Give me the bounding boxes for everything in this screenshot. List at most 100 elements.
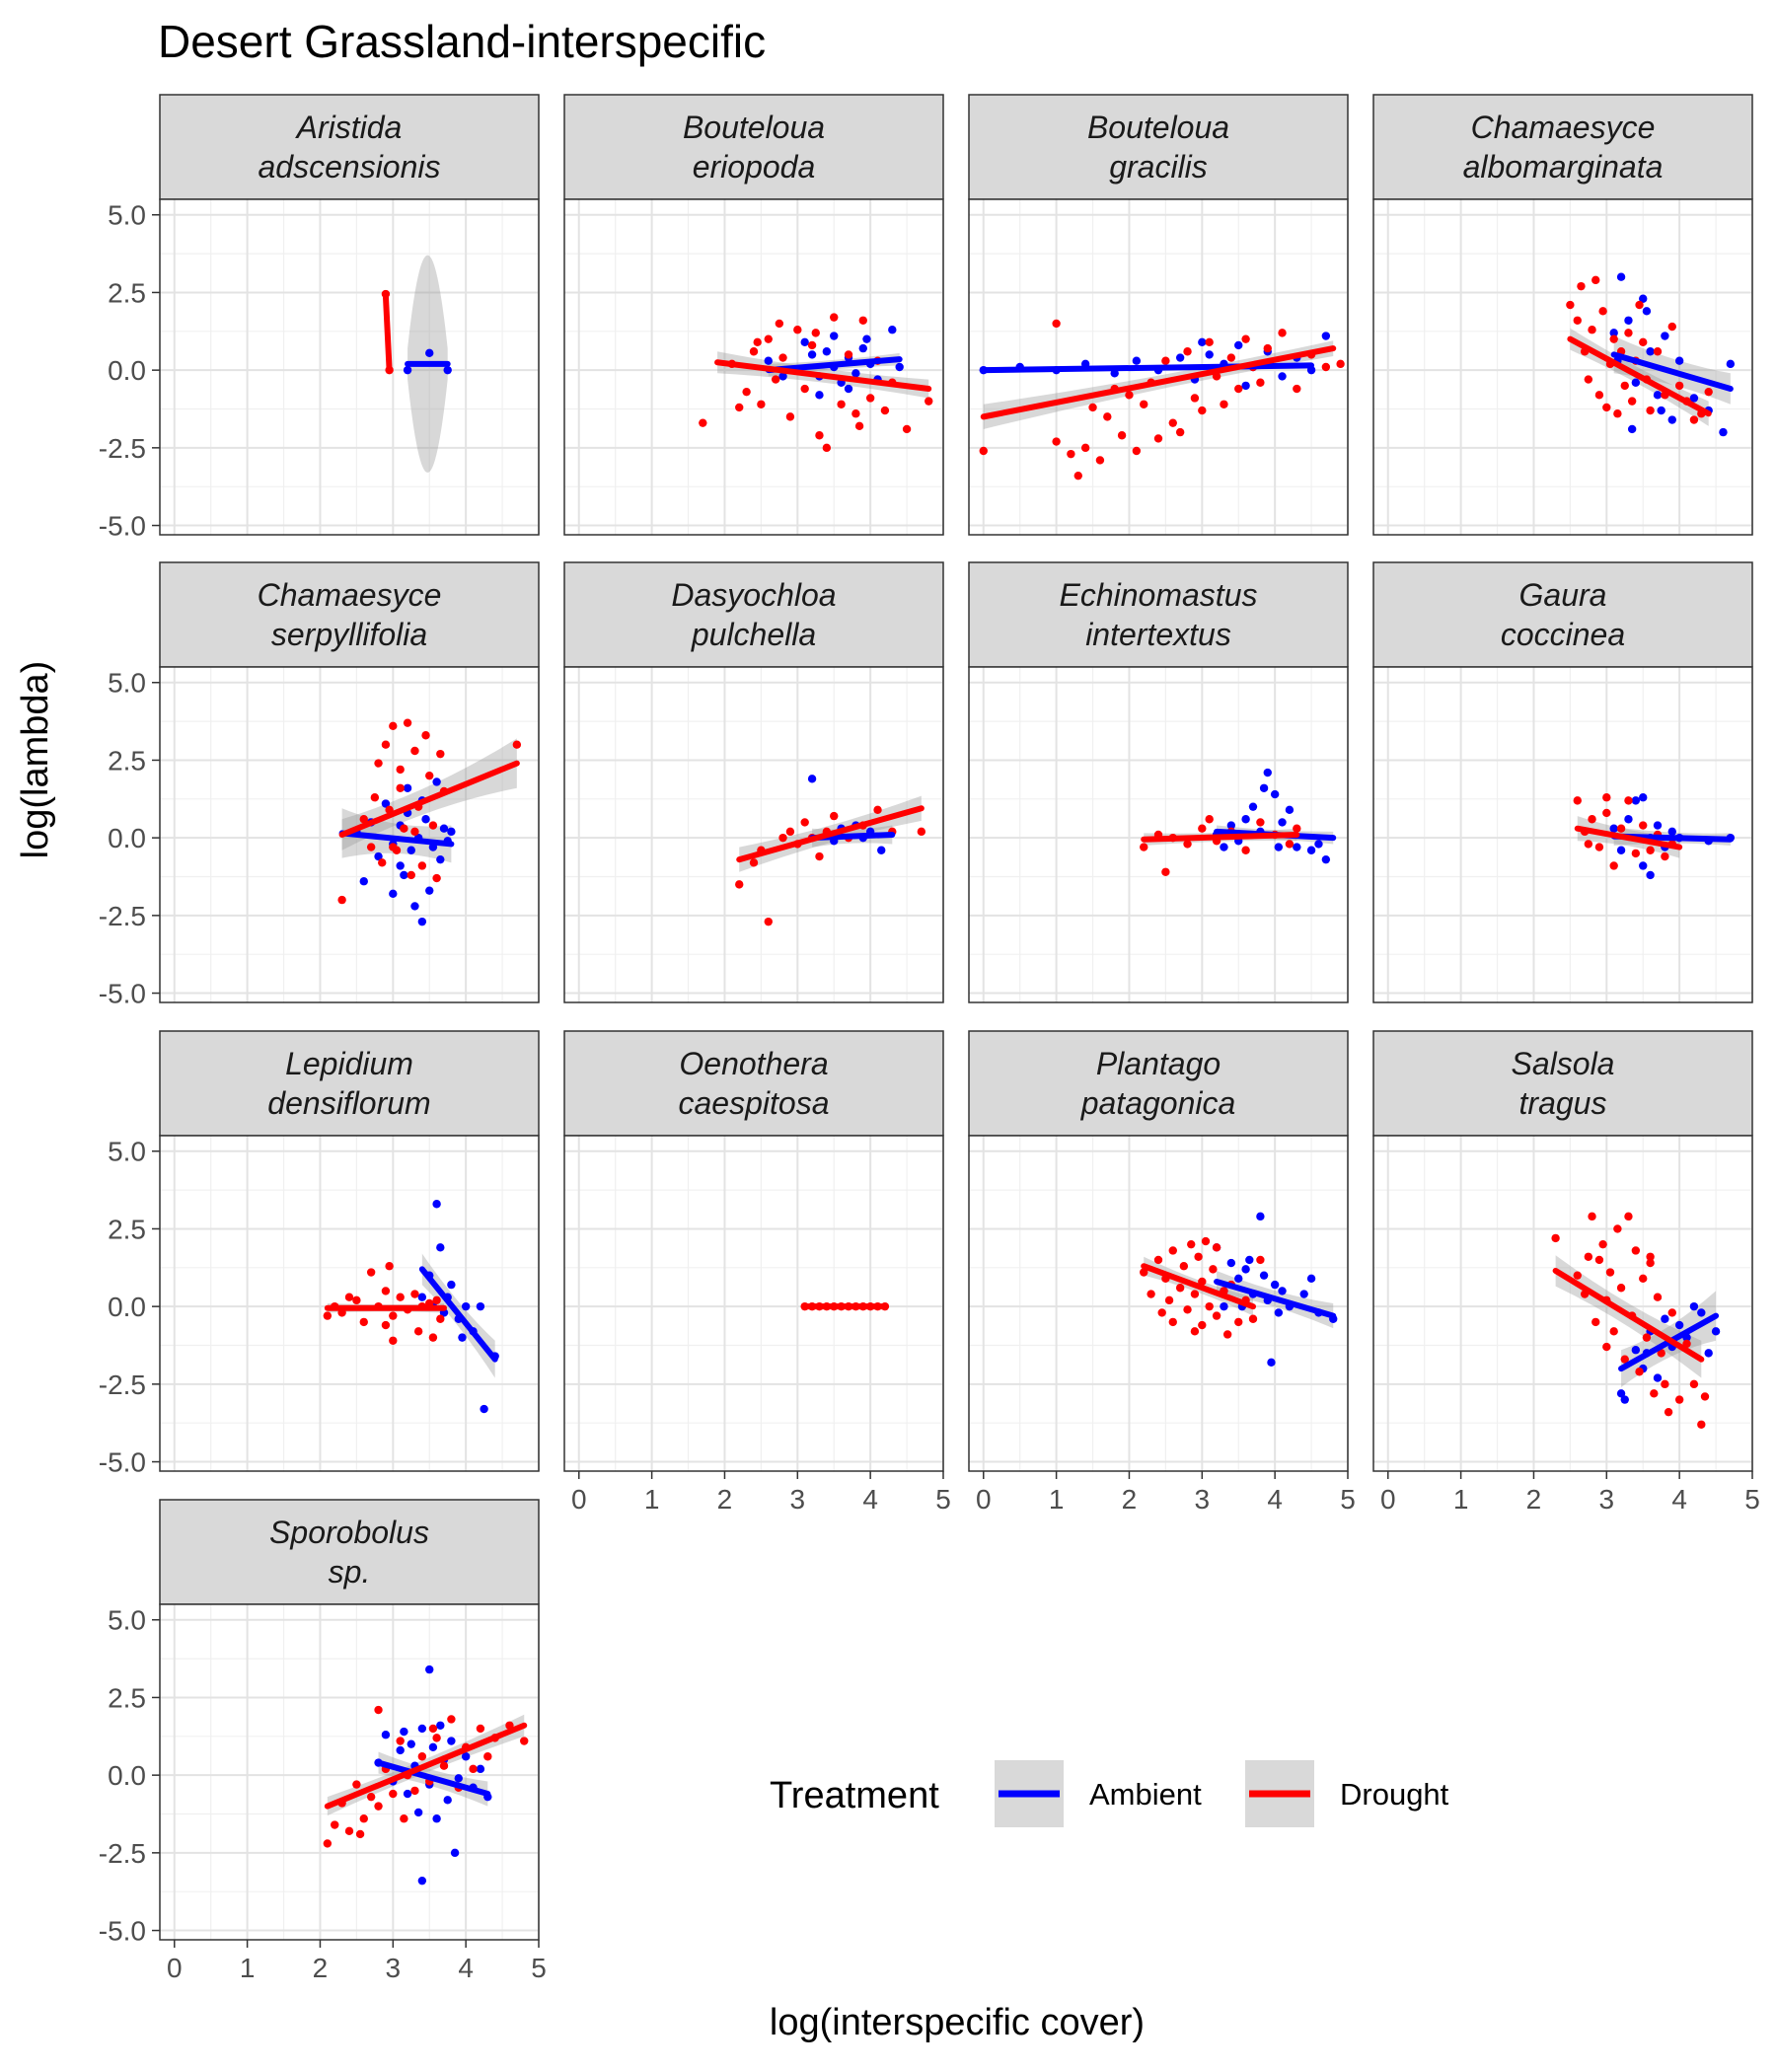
legend-key-ambient [995,1760,1064,1827]
data-point-ambient [1245,1255,1254,1265]
x-tick-label: 0 [571,1484,587,1515]
data-point-drought [1624,1212,1633,1221]
data-point-drought [385,1262,394,1271]
panel-plantago-patagonica: Plantago patagonica 0 1 2 3 4 5 [968,1030,1356,1515]
data-point-drought [764,334,773,343]
data-point-ambient [413,1808,423,1817]
data-point-drought [512,740,522,749]
data-point-ambient [454,1774,463,1783]
data-point-ambient [1314,840,1323,849]
data-point-drought [1187,1239,1196,1249]
data-point-drought [1198,1277,1207,1287]
panel-plot-area [800,1301,890,1311]
panel-border [563,666,944,1003]
data-point-drought [352,1780,361,1789]
data-point-drought [436,1314,445,1323]
panel-background [160,199,539,535]
data-point-drought [1573,1271,1582,1280]
data-point-ambient [1726,359,1736,369]
data-point-drought [1190,1290,1200,1298]
data-point-ambient [830,332,839,340]
panel-plot-area [979,319,1345,481]
data-point-drought [1588,1212,1596,1221]
data-point-drought [400,1814,408,1823]
data-point-drought [1179,1262,1189,1271]
fit-line-ambient [375,1759,491,1798]
data-point-drought [979,446,988,456]
data-point-drought [865,394,875,403]
y-tick-label: -5.0 [99,1916,146,1947]
panel-strip-label-line2: serpyllifolia [271,617,427,652]
data-point-drought [1285,840,1295,849]
x-tick-label: 5 [1744,1484,1760,1515]
data-point-drought [381,740,391,749]
data-point-ambient [1657,406,1665,415]
panel-border [1372,666,1753,1003]
x-tick-label: 5 [1340,1484,1356,1515]
panel-background [1373,667,1752,1002]
data-point-drought [436,749,445,759]
data-point-ambient [1616,846,1626,854]
data-point-drought [1594,1255,1604,1265]
fit-line-ambient [338,830,455,848]
data-point-drought [815,431,824,440]
y-tick-label: 2.5 [108,277,146,308]
data-point-ambient [432,1814,441,1823]
data-point-drought [1140,400,1148,408]
data-point-ambient [407,846,415,854]
panel-strip [968,561,1349,668]
data-point-drought [432,873,441,883]
panel-strip [563,561,944,668]
panel-sporobolus-sp: Sporobolus sp. -5.0 -2.5 0.0 2.5 5.0 0 1 2 3 4 5 [99,1499,547,1983]
x-axis-title: log(interspecific cover) [770,2002,1145,2043]
panel-strip-label-line2: intertextus [1085,617,1231,652]
data-point-drought [1209,1265,1218,1274]
data-point-drought [1689,415,1699,424]
panel-salsola-tragus: Salsola tragus 0 1 2 3 4 5 [1372,1030,1760,1515]
data-point-ambient [447,1280,456,1290]
legend-title: Treatment [770,1775,939,1816]
data-point-drought [1613,409,1622,418]
data-point-drought [1241,846,1250,854]
data-point-drought [432,1295,441,1305]
data-point-drought [355,1829,365,1839]
y-tick-label: 2.5 [108,1682,146,1713]
data-point-drought [476,1724,485,1734]
data-point-drought [366,843,376,851]
data-point-ambient [1653,821,1663,830]
data-point-drought [1697,1420,1706,1429]
data-point-drought [1635,300,1644,310]
data-point-ambient [895,362,904,372]
panel-border [968,198,1349,536]
data-point-ambient [403,365,412,375]
data-point-drought [428,1333,438,1342]
y-tick-label: -2.5 [99,901,146,931]
data-point-drought [793,326,802,334]
data-point-drought [1577,281,1586,291]
data-point-drought [425,771,434,780]
fit-line-drought [1141,1263,1256,1310]
data-point-ambient [1205,350,1214,359]
y-tick-label: 0.0 [108,1760,146,1791]
data-point-drought [902,424,912,434]
panel-strip-label-line1: Plantago [1096,1046,1221,1081]
data-point-ambient [1293,843,1301,851]
data-point-drought [1293,384,1301,394]
data-point-drought [1220,400,1228,408]
data-point-ambient [447,827,456,837]
panel-strip-label-line1: Sporobolus [269,1515,429,1550]
panel-border [159,198,540,536]
data-point-drought [1157,1308,1166,1317]
panel-plot-area [1140,768,1337,876]
panel-border [968,666,1349,1003]
data-point-drought [1256,378,1265,387]
panel-strip-label-line1: Chamaesyce [1471,110,1656,145]
data-point-drought [1168,418,1177,427]
data-point-drought [1161,867,1170,876]
data-point-ambient [476,1764,485,1774]
data-point-drought [873,805,882,815]
data-point-drought [381,1320,391,1330]
data-point-drought [1584,375,1593,384]
data-point-ambient [436,1243,445,1252]
